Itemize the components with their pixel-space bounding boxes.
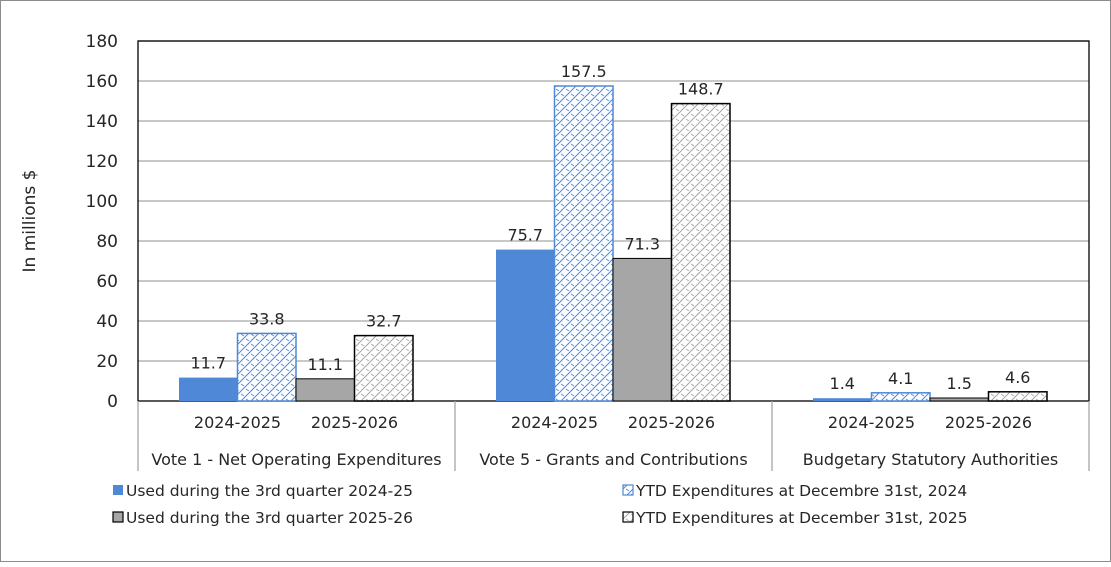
y-tick-label: 160 (86, 72, 118, 92)
x-subcategory-label: 2024-2025 (511, 413, 598, 432)
data-label: 33.8 (249, 309, 285, 328)
legend-swatch (622, 511, 634, 523)
bar (236, 332, 297, 402)
y-tick-label: 60 (96, 272, 118, 292)
y-tick-label: 40 (96, 312, 118, 332)
x-group-label: Vote 5 - Grants and Contributions (479, 450, 747, 469)
data-label: 1.5 (947, 374, 972, 393)
legend-swatch (622, 484, 634, 496)
y-tick-label: 100 (86, 192, 118, 212)
y-tick-label: 80 (96, 232, 118, 252)
data-label: 32.7 (366, 312, 402, 331)
x-subcategory-label: 2025-2026 (311, 413, 398, 432)
y-tick-label: 120 (86, 152, 118, 172)
x-subcategory-label: 2025-2026 (945, 413, 1032, 432)
x-subcategory-label: 2025-2026 (628, 413, 715, 432)
x-group-label: Budgetary Statutory Authorities (803, 450, 1059, 469)
data-label: 157.5 (561, 62, 607, 81)
bar (295, 378, 355, 402)
legend-swatch (112, 511, 124, 523)
y-tick-label: 180 (86, 32, 118, 52)
legend-swatch (113, 485, 123, 495)
bar (987, 391, 1048, 402)
y-tick-label: 20 (96, 352, 118, 372)
data-label: 148.7 (678, 80, 724, 99)
data-label: 1.4 (830, 374, 855, 393)
bar (496, 249, 555, 401)
bar (929, 397, 989, 402)
bar (670, 102, 731, 402)
bar (813, 398, 872, 401)
bar (353, 334, 414, 402)
legend-label: Used during the 3rd quarter 2024-25 (126, 482, 413, 500)
legend-label: YTD Expenditures at Decembre 31st, 2024 (635, 482, 967, 500)
bar (179, 377, 238, 401)
data-label: 11.7 (190, 354, 226, 373)
data-label: 11.1 (307, 355, 343, 374)
x-subcategory-label: 2024-2025 (828, 413, 915, 432)
data-label: 4.1 (888, 369, 913, 388)
y-tick-label: 140 (86, 112, 118, 132)
bar (612, 257, 672, 402)
bar (870, 392, 931, 402)
legend-label: Used during the 3rd quarter 2025-26 (126, 509, 413, 527)
bar (553, 85, 614, 402)
data-label: 4.6 (1005, 368, 1030, 387)
x-group-label: Vote 1 - Net Operating Expenditures (151, 450, 441, 469)
legend-label: YTD Expenditures at December 31st, 2025 (635, 509, 968, 527)
data-label: 71.3 (624, 234, 660, 253)
x-subcategory-label: 2024-2025 (194, 413, 281, 432)
y-tick-label: 0 (107, 392, 118, 412)
data-label: 75.7 (507, 226, 543, 245)
y-axis-label: In millions $ (20, 170, 40, 273)
